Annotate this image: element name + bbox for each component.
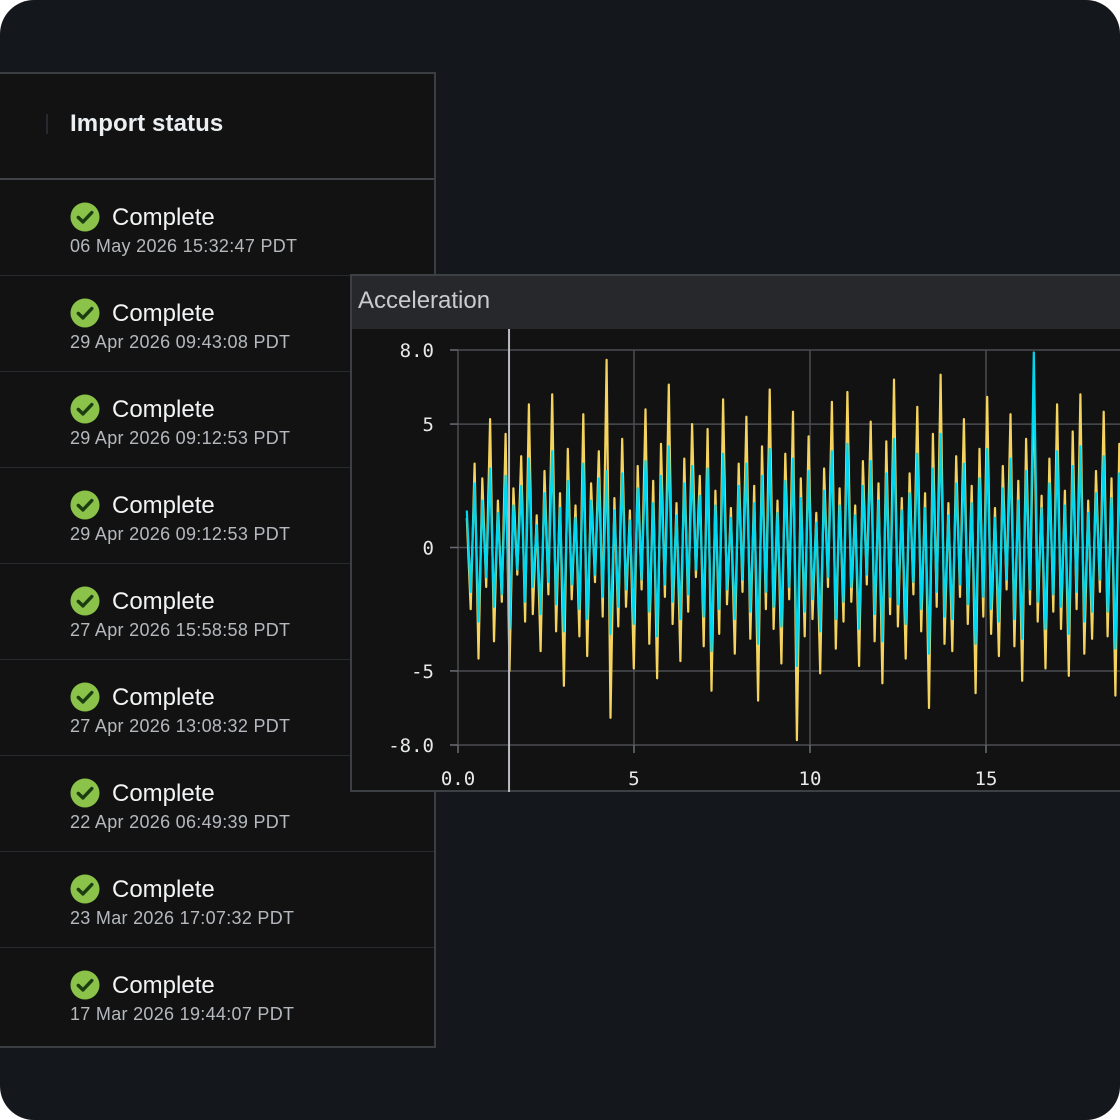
import-status-text: Complete [112,876,215,903]
x-tick-label: 10 [799,768,822,790]
import-timestamp: 29 Apr 2026 09:12:53 PDT [70,428,291,448]
import-status-text: Complete [112,780,215,807]
import-status-text: Complete [112,396,215,423]
import-timestamp: 06 May 2026 15:32:47 PDT [70,236,298,256]
acceleration-chart[interactable]: 8.0 5 0 -5 -8.0 0.0 5 10 15 [352,329,1120,792]
y-tick-label: -8.0 [388,735,434,757]
import-row[interactable]: Complete 27 Apr 2026 13:08:32 PDT [0,660,434,756]
check-circle-icon [70,970,100,1000]
import-status-text: Complete [112,588,215,615]
import-timestamp: 29 Apr 2026 09:12:53 PDT [70,524,291,544]
import-timestamp: 17 Mar 2026 19:44:07 PDT [70,1004,295,1024]
import-row[interactable]: Complete 23 Mar 2026 17:07:32 PDT [0,852,434,948]
x-tick-label: 5 [628,768,639,790]
import-timestamp: 22 Apr 2026 06:49:39 PDT [70,812,291,832]
column-resize-handle[interactable] [46,114,48,134]
check-circle-icon [70,202,100,232]
import-status-text: Complete [112,972,215,999]
y-tick-label: 5 [423,414,434,436]
import-timestamp: 29 Apr 2026 09:43:08 PDT [70,332,291,352]
check-circle-icon [70,298,100,328]
import-row[interactable]: Complete 27 Apr 2026 15:58:58 PDT [0,564,434,660]
import-status-text: Complete [112,204,215,231]
import-status-text: Complete [112,300,215,327]
chart-header: Acceleration [352,276,1120,329]
chart-title: Acceleration [358,287,491,314]
import-status-text: Complete [112,684,215,711]
series-line-1 [465,358,1120,742]
y-tick-label: 0 [423,538,434,560]
check-circle-icon [70,874,100,904]
check-circle-icon [70,394,100,424]
import-status-title: Import status [70,110,224,137]
y-tick-label: 8.0 [400,340,434,362]
import-row[interactable]: Complete 29 Apr 2026 09:43:08 PDT [0,276,434,372]
import-status-text: Complete [112,492,215,519]
import-timestamp: 27 Apr 2026 15:58:58 PDT [70,620,291,640]
series-line-2 [465,351,1120,668]
check-circle-icon [70,682,100,712]
import-row[interactable]: Complete 17 Mar 2026 19:44:07 PDT [0,948,434,1044]
import-row[interactable]: Complete 29 Apr 2026 09:12:53 PDT [0,372,434,468]
import-row[interactable]: Complete 29 Apr 2026 09:12:53 PDT [0,468,434,564]
check-circle-icon [70,778,100,808]
x-tick-label: 15 [975,768,998,790]
acceleration-chart-panel: Acceleration 8.0 5 0 -5 -8.0 0.0 5 10 15 [350,274,1120,792]
import-timestamp: 23 Mar 2026 17:07:32 PDT [70,908,295,928]
y-tick-label: -5 [411,661,434,683]
check-circle-icon [70,586,100,616]
import-timestamp: 27 Apr 2026 13:08:32 PDT [70,716,291,736]
import-row[interactable]: Complete 06 May 2026 15:32:47 PDT [0,180,434,276]
x-tick-label: 0.0 [441,768,475,790]
import-row[interactable]: Complete 22 Apr 2026 06:49:39 PDT [0,756,434,852]
check-circle-icon [70,490,100,520]
import-status-header: Import status [0,74,434,180]
import-status-list: Complete 06 May 2026 15:32:47 PDT Complete… [0,180,434,1044]
